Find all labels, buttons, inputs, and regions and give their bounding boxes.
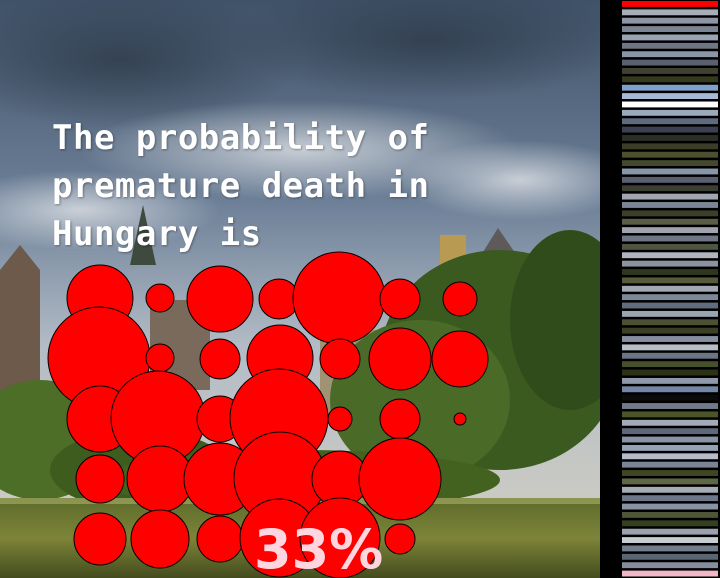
swatch-bar [622,34,718,41]
swatch-bar [622,444,718,451]
bubble [73,512,127,566]
swatch-bar [622,277,718,284]
swatch-bar [622,168,718,175]
swatch-bar [622,126,718,133]
swatch-bar [622,210,718,217]
swatch-bar [622,26,718,33]
swatch-bar [622,537,718,543]
swatch-bar [622,202,718,208]
swatch-bar [622,59,718,66]
swatch-bar [622,545,718,552]
swatch-bar [622,135,718,141]
bubble [319,338,361,380]
bubble [453,412,467,426]
headline-text: The probability of premature death in Hu… [52,118,430,254]
swatch-bar [622,461,718,468]
swatch-bar [622,570,718,577]
bubble [130,509,190,569]
swatch-bar [622,17,718,24]
swatch-bar [622,319,718,326]
swatch-bar [622,470,718,476]
swatch-bar [622,185,718,192]
swatch-bar [622,269,718,275]
swatch-bar [622,302,718,309]
swatch-bar [622,76,718,83]
swatch-bar [622,260,718,267]
bubble [126,445,194,513]
swatch-bar [622,310,718,317]
swatch-bar [622,436,718,443]
probability-bubble-chart [47,251,489,578]
swatch-bar [622,143,718,150]
swatch-bar [622,403,718,409]
swatch-bar [622,1,718,7]
swatch-bar [622,109,718,116]
swatch-bar [622,327,718,334]
bubble [368,327,432,391]
swatch-bar [622,352,718,359]
bubble [299,497,381,578]
bubble [145,283,175,313]
swatch-bar [622,453,718,460]
percentage-value: 33% [254,518,384,578]
swatch-bar [622,118,718,125]
swatch-bar [622,160,718,167]
swatch-bars [622,1,718,577]
swatch-bar [622,227,718,234]
swatch-bar [622,361,718,368]
swatch-bar [622,285,718,292]
swatch-bar [622,243,718,250]
swatch-bar [622,51,718,58]
bubble [358,437,442,521]
bubble [196,515,244,563]
swatch-bar [622,369,718,376]
swatch-bar [622,9,718,16]
swatch-bar [622,336,718,342]
bubble [431,330,489,388]
swatch-bar [622,553,718,560]
swatch-bar [622,68,718,74]
bubble [145,343,175,373]
swatch-bar [622,411,718,418]
swatch-bar [622,235,718,242]
swatch-bar [622,294,718,301]
swatch-bar [622,478,718,485]
color-swatch-strip [600,0,720,578]
bubble [379,398,421,440]
swatch-bar [622,377,718,384]
swatch-bar [622,151,718,158]
swatch-bar [622,394,718,401]
swatch-bar [622,528,718,535]
swatch-bar [622,101,718,108]
bubble [327,406,353,432]
swatch-bar [622,419,718,426]
swatch-bar [622,193,718,200]
bubble [199,338,241,380]
background-scene: The probability of premature death in Hu… [0,0,600,578]
swatch-bar [622,511,718,518]
swatch-bar [622,562,718,569]
bubble [379,278,421,320]
swatch-bar [622,495,718,502]
swatch-bar [622,252,718,259]
swatch-bar [622,386,718,393]
bubble [75,454,125,504]
swatch-bar [622,218,718,225]
swatch-bar [622,176,718,183]
bubble [186,265,254,333]
bubble-cluster [47,251,489,578]
swatch-bar [622,42,718,49]
bubble [292,251,386,345]
swatch-bar [622,428,718,435]
swatch-bar [622,84,718,91]
swatch-bar [622,503,718,510]
bubble [442,281,478,317]
swatch-bar [622,486,718,493]
swatch-bar [622,93,718,100]
bubble [384,523,416,555]
swatch-bar [622,344,718,351]
swatch-bar [622,520,718,527]
